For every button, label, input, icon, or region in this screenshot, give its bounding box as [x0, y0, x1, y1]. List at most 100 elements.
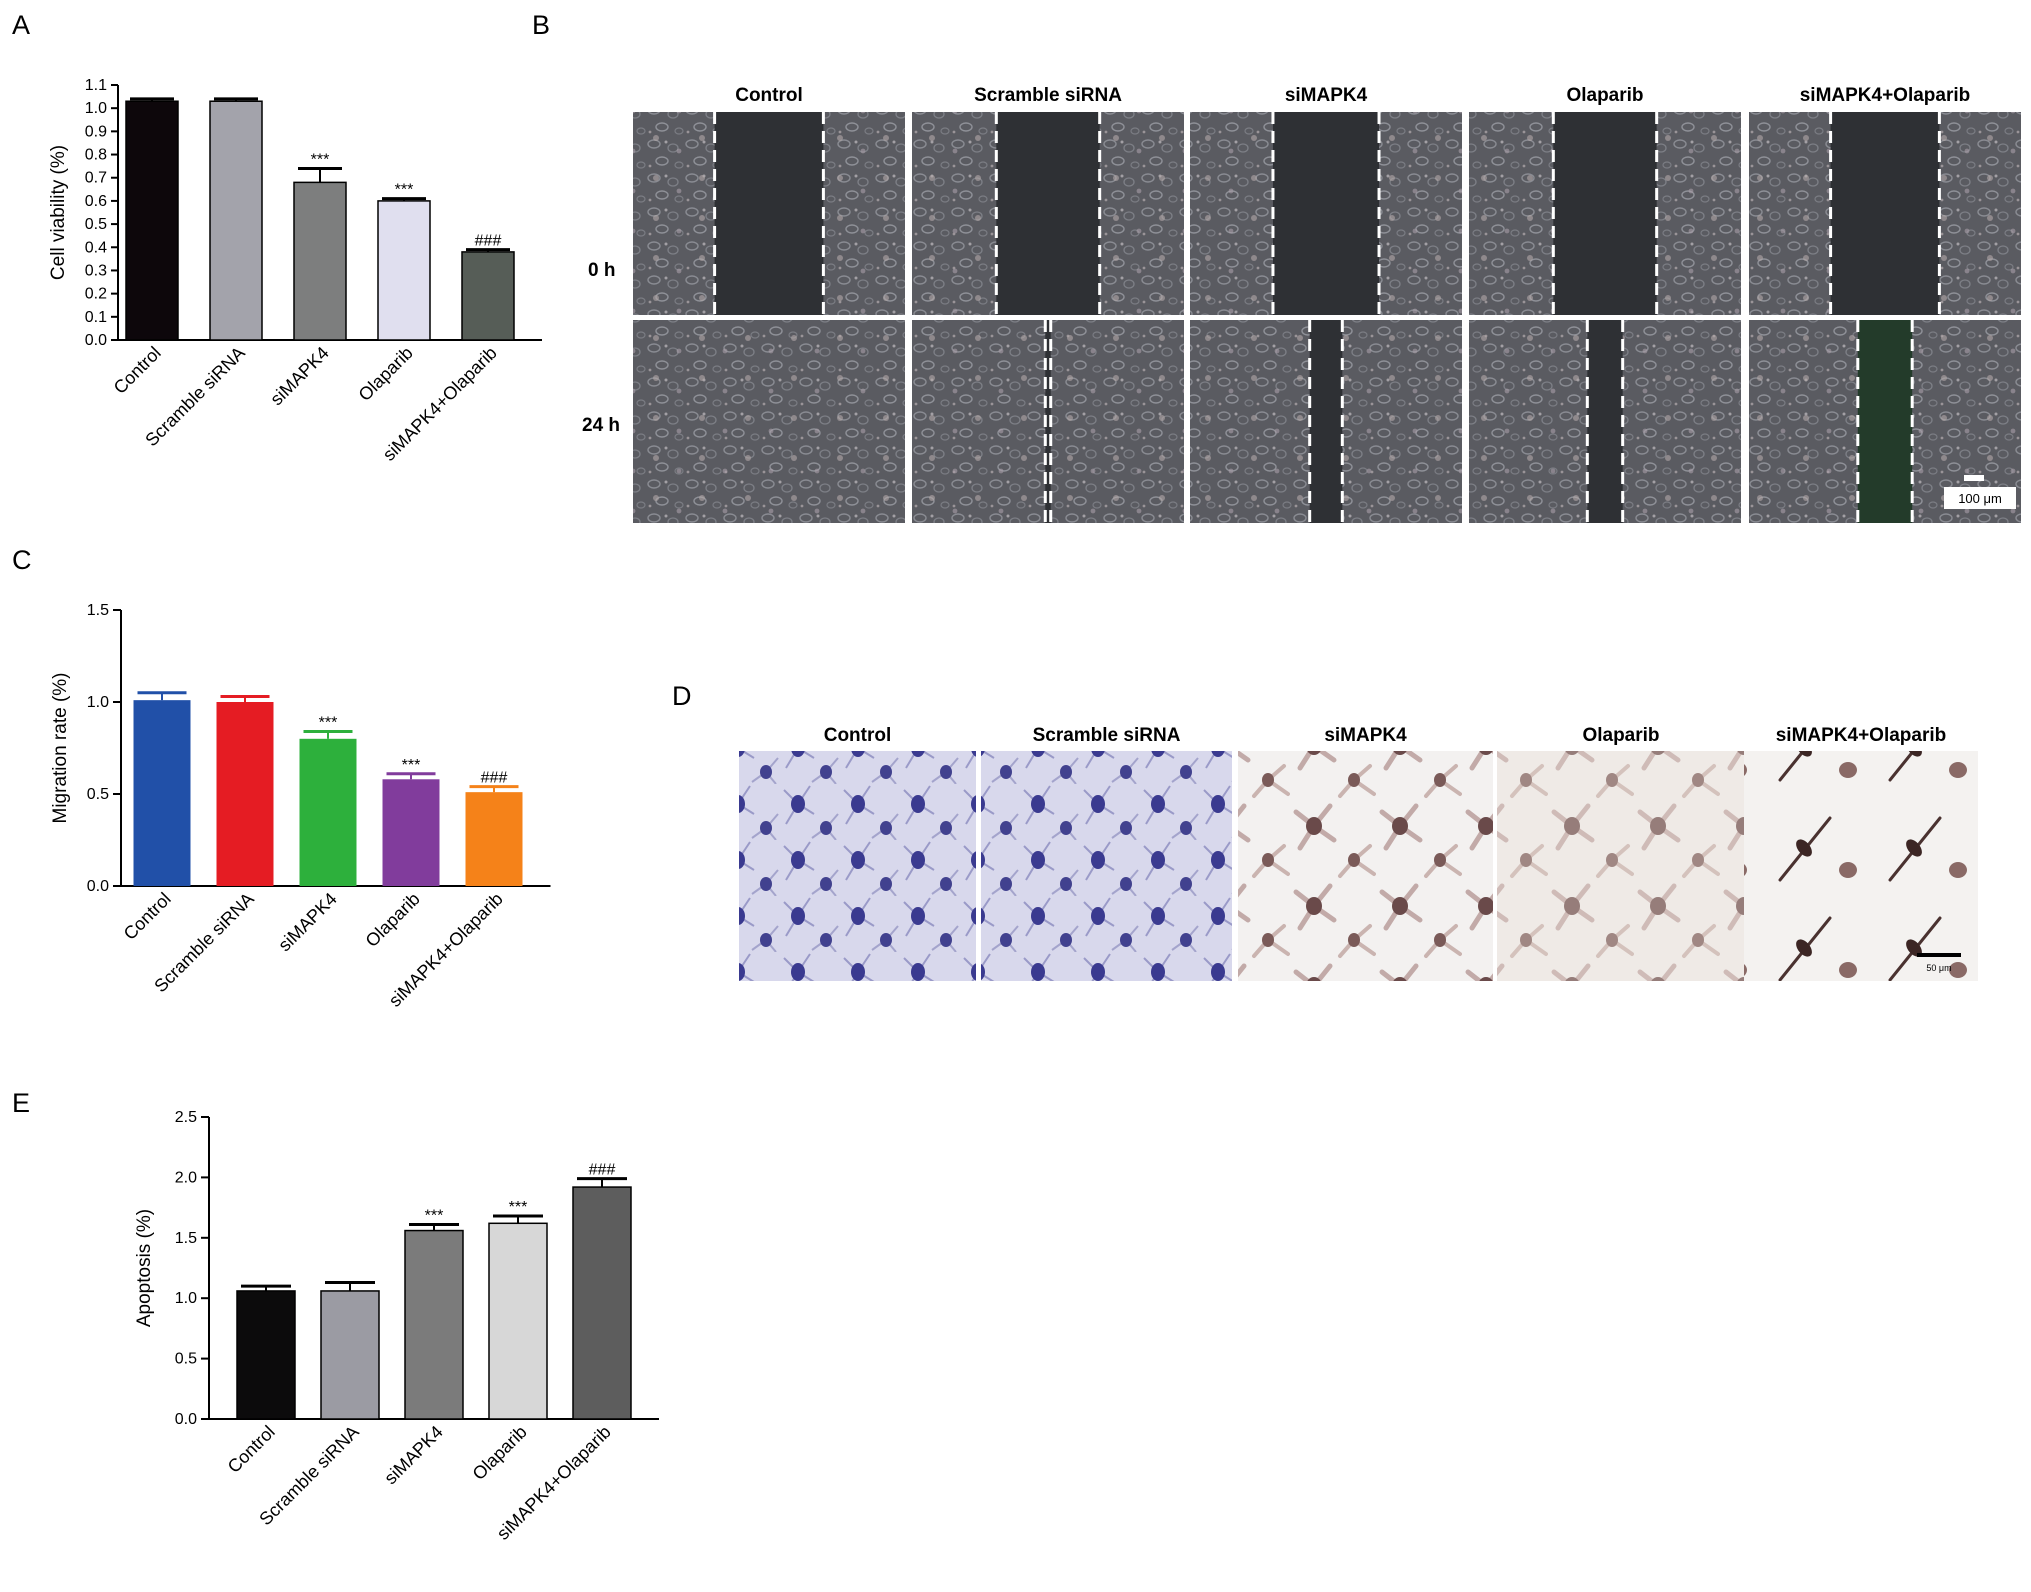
- wound-gap: [1272, 112, 1380, 315]
- panel-label-e: E: [12, 1088, 30, 1118]
- wound-gap: [1045, 320, 1051, 523]
- bar-4: [461, 251, 515, 341]
- y-tick-label: 0.5: [85, 216, 107, 233]
- x-tick-label: Olaparib: [469, 1422, 531, 1484]
- y-tick-label: 0.8: [85, 147, 107, 164]
- y-tick-label: 1.0: [87, 694, 109, 711]
- bar-0: [236, 1290, 296, 1420]
- bar-chart-cell-viability: 0.0 0.1 0.2 0.3 0.4 0.5 0.6 0.7 0.8 0.9 1.0 1.1 Cell…: [48, 77, 542, 465]
- bar-1: [216, 702, 274, 886]
- column-label: Control: [735, 85, 803, 106]
- row-label-24h: 24 h: [582, 415, 620, 436]
- scale-bar: [1964, 475, 1984, 481]
- y-tick-label: 1.0: [175, 1290, 197, 1307]
- y-tick-label: 0.2: [85, 286, 107, 303]
- x-tick-label: siMAPK4: [274, 889, 340, 955]
- y-tick-label: 0.3: [85, 262, 107, 279]
- panel-label-b: B: [532, 10, 550, 40]
- micrograph-stained-cells: [1497, 751, 1745, 981]
- bar-4: [572, 1186, 632, 1420]
- wound-gap: [1587, 320, 1623, 523]
- x-tick-label: Control: [120, 889, 175, 944]
- wound-gap: [1857, 320, 1913, 523]
- stained-cell-micrograph-row: Control Scramble siRNA siMAPK4 Olaparib siMA…: [739, 725, 1978, 981]
- y-tick-label: 2.5: [175, 1109, 197, 1126]
- x-tick-label: siMAPK4: [266, 343, 332, 409]
- panel-label-a: A: [12, 10, 30, 40]
- micrograph-stained-cells: [981, 751, 1232, 981]
- column-label: siMAPK4+Olaparib: [1800, 85, 1971, 106]
- x-tick-label: Olaparib: [362, 889, 424, 951]
- y-tick-label: 0.7: [85, 170, 107, 187]
- y-tick-label: 0.0: [85, 332, 107, 349]
- bar-4: [465, 792, 523, 886]
- y-tick-label: 0.0: [175, 1411, 197, 1428]
- y-tick-label: 0.1: [85, 309, 107, 326]
- column-label: Control: [824, 725, 892, 746]
- column-label: siMAPK4: [1285, 85, 1368, 106]
- y-tick-label: 0.9: [85, 123, 107, 140]
- x-tick-label: Control: [110, 343, 165, 398]
- y-tick-label: 0.5: [175, 1351, 197, 1368]
- scale-bar-box: [1944, 487, 2016, 509]
- bar-1: [209, 100, 263, 341]
- column-label: Olaparib: [1566, 85, 1643, 106]
- micrograph-tint: [1497, 751, 1745, 981]
- panel-label-c: C: [12, 545, 32, 575]
- significance-label: ***: [319, 714, 338, 731]
- micrograph-texture: [633, 320, 905, 523]
- y-tick-label: 0.5: [87, 786, 109, 803]
- bar-1: [320, 1290, 380, 1420]
- y-axis-label: Cell viability (%): [48, 145, 69, 280]
- column-label: Scramble siRNA: [1033, 725, 1181, 746]
- wound-gap: [996, 112, 1100, 315]
- micrograph-stained-cells: [1744, 751, 1978, 981]
- bar-3: [382, 779, 440, 886]
- y-tick-label: 1.0: [85, 100, 107, 117]
- y-tick-label: 1.5: [175, 1230, 197, 1247]
- y-tick-label: 1.5: [87, 602, 109, 619]
- significance-label: ###: [589, 1162, 616, 1179]
- bar-2: [404, 1229, 464, 1420]
- y-tick-label: 2.0: [175, 1169, 197, 1186]
- column-label: siMAPK4+Olaparib: [1776, 725, 1947, 746]
- bar-0: [133, 700, 191, 886]
- wound-gap: [1309, 320, 1343, 523]
- significance-label: ###: [481, 770, 508, 787]
- bar-0: [125, 100, 179, 341]
- scale-bar-label: 100 μm: [1958, 491, 2002, 506]
- x-tick-label: Olaparib: [355, 343, 417, 405]
- wound-gap: [714, 112, 824, 315]
- micrograph-stained-cells: [739, 751, 976, 981]
- column-label: siMAPK4: [1324, 725, 1407, 746]
- y-tick-label: 1.1: [85, 77, 107, 94]
- y-axis-label: Apoptosis (%): [134, 1209, 155, 1327]
- bar-3: [377, 200, 431, 341]
- wound-healing-micrograph-grid: 0 h 24 h Control Scramble siRNA siMAPK4 Ola…: [582, 85, 2021, 523]
- bar-2: [293, 181, 347, 341]
- y-tick-label: 0.6: [85, 193, 107, 210]
- significance-label: ###: [475, 233, 502, 250]
- panel-label-d: D: [672, 681, 692, 711]
- row-label-0h: 0 h: [588, 260, 615, 281]
- significance-label: ***: [395, 182, 414, 199]
- wound-gap: [1830, 112, 1940, 315]
- scale-bar-label: 50 μm: [1926, 963, 1951, 973]
- micrograph-stained-cells: [1238, 751, 1493, 981]
- y-tick-label: 0.0: [87, 878, 109, 895]
- bar-2: [299, 738, 357, 886]
- column-label: Scramble siRNA: [974, 85, 1122, 106]
- wound-gap: [1553, 112, 1657, 315]
- bar-3: [488, 1222, 548, 1420]
- significance-label: ***: [425, 1208, 444, 1225]
- y-axis-label: Migration rate (%): [50, 673, 71, 824]
- x-tick-label: Control: [224, 1422, 279, 1477]
- significance-label: ***: [311, 151, 330, 168]
- x-tick-label: siMAPK4: [380, 1422, 446, 1488]
- y-tick-label: 0.4: [85, 239, 107, 256]
- scale-bar: [1917, 953, 1961, 957]
- significance-label: ***: [402, 757, 421, 774]
